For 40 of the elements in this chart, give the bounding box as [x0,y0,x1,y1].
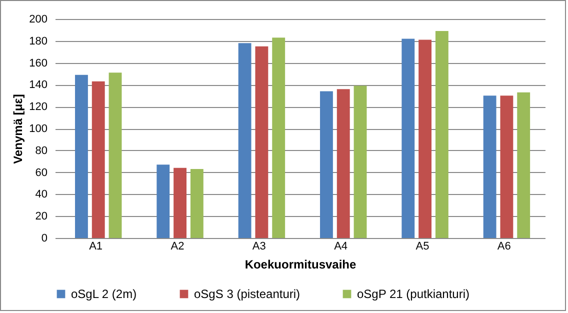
bar [272,38,286,238]
y-tick-label: 160 [29,57,48,70]
legend-label: oSgS 3 (pisteanturi) [194,287,300,301]
x-tick-label: A2 [170,240,184,252]
y-tick-label: 80 [35,144,48,157]
x-tick-label: A1 [89,240,103,252]
x-tick-label: A3 [252,240,266,252]
bar [156,164,170,238]
bar [418,40,432,238]
bar [320,91,333,238]
y-tick-label: 200 [29,14,48,26]
bar [500,96,514,238]
x-tick-label: A6 [497,240,511,252]
y-tick-label: 40 [35,188,48,201]
bar [238,43,252,238]
bar [435,31,448,238]
x-tick-label: A5 [416,240,430,252]
y-tick-label: 20 [35,210,48,223]
x-tick-label: A4 [334,240,348,252]
bar [108,72,122,238]
y-tick-label: 100 [29,123,48,135]
x-axis-title: Koekuormitusvaihe [244,258,356,272]
bar [402,38,415,238]
y-tick-label: 120 [29,101,48,114]
legend-label: oSgP 21 (putkianturi) [357,287,470,301]
bar [92,81,105,238]
bar [75,74,88,238]
bar [336,89,350,238]
bar [174,168,186,238]
bar [517,92,530,238]
y-tick-label: 0 [41,232,48,244]
y-tick-label: 140 [29,79,48,92]
legend-label: oSgL 2 (2m) [71,287,137,301]
y-axis-title: Venymä [με] [11,94,26,164]
bar [255,46,268,238]
bar [483,96,496,238]
bar [190,169,204,238]
bar [354,86,367,238]
y-tick-label: 180 [29,35,48,48]
y-tick-label: 60 [35,166,48,179]
